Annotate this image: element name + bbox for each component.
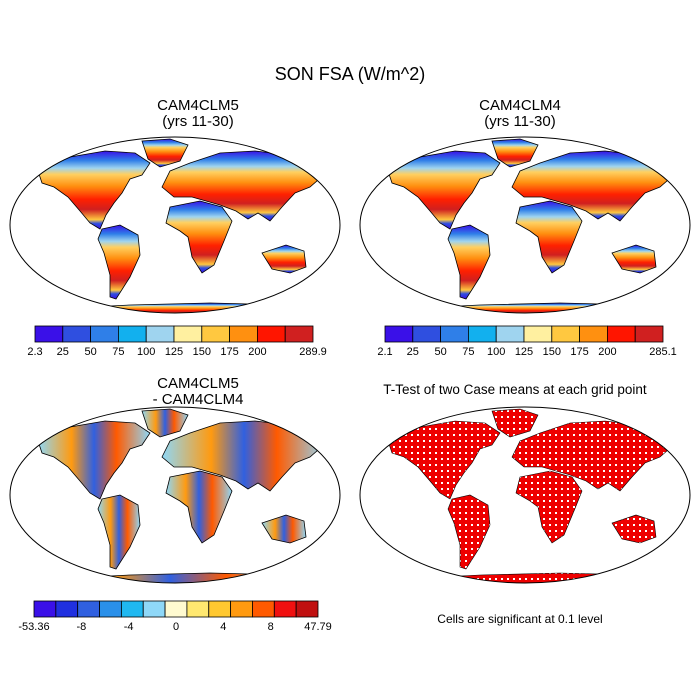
panel-subtitle-text: - CAM4CLM4 (152, 391, 244, 408)
colorbar-tick-label: 285.1 (649, 346, 677, 358)
colorbar-tick-label: 25 (57, 346, 69, 358)
significance-footnote: Cells are significant at 0.1 level (437, 612, 603, 626)
colorbar-swatch (164, 600, 188, 618)
colorbar-tick-label: 75 (112, 346, 124, 358)
colorbar-tick-label: 4 (220, 621, 226, 633)
colorbar-swatch (384, 325, 414, 343)
panel-title-clm4: CAM4CLM4 (yrs 11-30) (370, 98, 670, 130)
colorbar-swatch (634, 325, 664, 343)
colorbar-tick-label: 47.79 (304, 621, 332, 633)
colorbar-swatch (229, 325, 258, 343)
panel-title-difference: CAM4CLM5 - CAM4CLM4 (48, 376, 348, 408)
colorbar-tick-label: -8 (76, 621, 86, 633)
colorbar-clm5: 2.3 25 50 75 100 125 150 175 200 289.9 (27, 325, 327, 358)
colorbar-tick-label: 50 (434, 346, 446, 358)
colorbar-tick-label: 175 (220, 346, 238, 358)
panel-title-clm5: CAM4CLM5 (yrs 11-30) (48, 98, 348, 130)
colorbar-tick-label: -53.36 (18, 621, 49, 633)
colorbar-swatch (62, 325, 91, 343)
panel-title-text: CAM4CLM4 (479, 97, 561, 114)
colorbar-tick-label: -4 (124, 621, 134, 633)
colorbar-tick-label: 125 (165, 346, 183, 358)
colorbar-swatch (284, 325, 314, 343)
colorbar-swatch (77, 600, 100, 618)
colorbar-swatch (201, 325, 231, 343)
map-border (9, 406, 341, 584)
colorbar-swatch (252, 600, 275, 618)
colorbar-swatch (607, 325, 636, 343)
colorbar-swatch (230, 600, 253, 618)
map-border (359, 136, 691, 314)
panel-subtitle-text: (yrs 11-30) (484, 113, 556, 130)
panel-subtitle-text: (yrs 11-30) (162, 113, 234, 130)
colorbar-swatch (55, 600, 79, 618)
colorbar-swatch (33, 600, 57, 618)
colorbar-swatch (579, 325, 608, 343)
colorbar-swatch (551, 325, 580, 343)
colorbar-swatch (142, 600, 166, 618)
colorbar-swatch (34, 325, 64, 343)
colorbar-swatch (145, 325, 175, 343)
panel-title-ttest: T-Test of two Case means at each grid po… (383, 382, 647, 397)
colorbar-clm4: 2.1 25 50 75 100 125 150 175 200 285.1 (377, 325, 677, 358)
colorbar-swatch (90, 325, 119, 343)
map-border (359, 406, 691, 584)
colorbar-swatch (523, 325, 553, 343)
colorbar-tick-label: 150 (193, 346, 211, 358)
colorbar-swatch (273, 600, 297, 618)
colorbar-tick-label: 200 (248, 346, 266, 358)
panel-title-text: CAM4CLM5 (157, 97, 239, 114)
colorbar-swatch (440, 325, 469, 343)
map-panel-clm4 (359, 136, 691, 314)
colorbar-tick-label: 125 (515, 346, 533, 358)
map-panel-clm5 (9, 136, 341, 314)
colorbar-tick-label: 8 (268, 621, 274, 633)
colorbar-tick-label: 2.3 (27, 346, 42, 358)
colorbar-tick-label: 200 (598, 346, 616, 358)
colorbar-swatch (412, 325, 441, 343)
colorbar-difference: -53.36 -8 -4 0 4 8 47.79 (18, 600, 332, 633)
colorbar-swatch (295, 600, 319, 618)
colorbar-swatch (118, 325, 147, 343)
colorbar-swatch (186, 600, 210, 618)
colorbar-swatch (120, 600, 144, 618)
colorbar-tick-label: 75 (462, 346, 474, 358)
colorbar-swatch (256, 325, 286, 343)
colorbar-tick-label: 2.1 (377, 346, 392, 358)
colorbar-tick-label: 25 (407, 346, 419, 358)
map-panel-difference (9, 406, 341, 584)
colorbar-tick-label: 150 (543, 346, 561, 358)
main-title: SON FSA (W/m^2) (274, 64, 426, 84)
panel-title-text: CAM4CLM5 (157, 375, 239, 392)
colorbar-tick-label: 100 (487, 346, 505, 358)
colorbar-swatch (467, 325, 497, 343)
colorbar-swatch (173, 325, 203, 343)
colorbar-tick-label: 0 (173, 621, 179, 633)
map-border (9, 136, 341, 314)
colorbar-swatch (208, 600, 232, 618)
map-panel-ttest (359, 406, 691, 584)
colorbar-swatch (495, 325, 525, 343)
colorbar-tick-label: 50 (84, 346, 96, 358)
colorbar-tick-label: 100 (137, 346, 155, 358)
colorbar-tick-label: 175 (570, 346, 588, 358)
colorbar-swatch (99, 600, 122, 618)
colorbar-tick-label: 289.9 (299, 346, 327, 358)
